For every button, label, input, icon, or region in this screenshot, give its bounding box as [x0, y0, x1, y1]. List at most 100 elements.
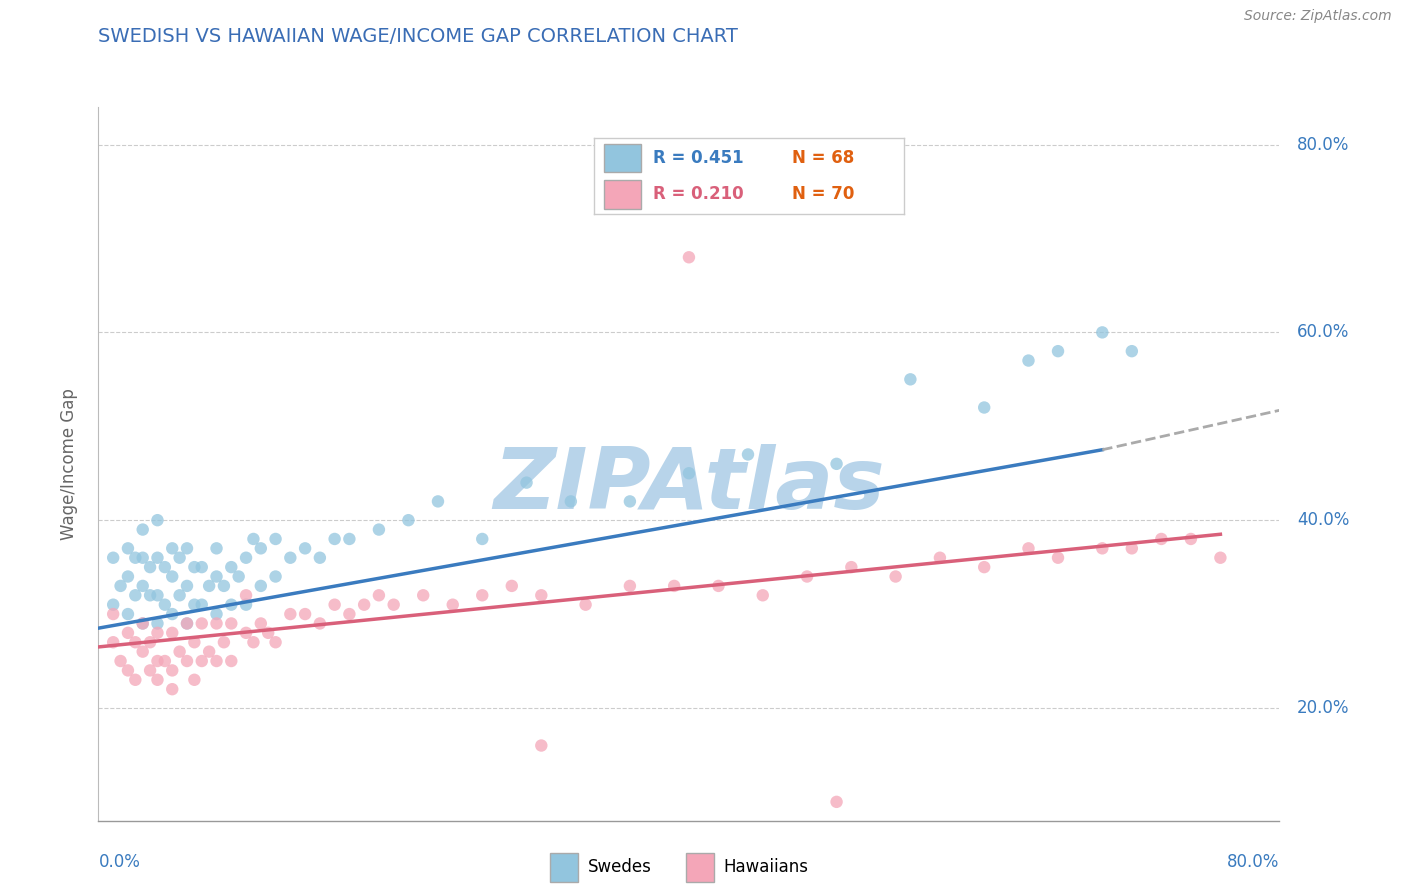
Point [471, 532, 494, 546]
Point [664, 579, 686, 593]
Point [183, 560, 205, 574]
Point [153, 560, 176, 574]
Point [1091, 541, 1114, 556]
Point [139, 588, 162, 602]
Point [176, 579, 198, 593]
Point [973, 401, 995, 415]
Point [117, 569, 139, 583]
Point [264, 532, 287, 546]
Point [198, 579, 221, 593]
Point [235, 550, 257, 565]
Point [205, 616, 228, 631]
Point [1121, 344, 1143, 359]
Point [176, 654, 198, 668]
Point [191, 654, 214, 668]
Text: N = 70: N = 70 [793, 186, 855, 203]
Point [132, 645, 155, 659]
Point [353, 598, 375, 612]
Point [264, 569, 287, 583]
Point [205, 607, 228, 621]
Point [139, 664, 162, 678]
Point [205, 541, 228, 556]
Point [501, 579, 523, 593]
Point [162, 664, 183, 678]
Point [382, 598, 405, 612]
Point [368, 523, 391, 537]
Point [212, 579, 235, 593]
Point [117, 607, 139, 621]
Point [139, 560, 162, 574]
Point [264, 635, 287, 649]
Text: 0.0%: 0.0% [98, 853, 141, 871]
Point [427, 494, 450, 508]
Text: Source: ZipAtlas.com: Source: ZipAtlas.com [1244, 9, 1392, 23]
Point [441, 598, 464, 612]
Point [278, 550, 302, 565]
Point [294, 607, 316, 621]
Point [515, 475, 537, 490]
Point [619, 579, 641, 593]
Point [242, 532, 264, 546]
Point [162, 607, 183, 621]
Point [205, 654, 228, 668]
Y-axis label: Wage/Income Gap: Wage/Income Gap [59, 388, 77, 540]
Point [124, 588, 146, 602]
Point [146, 588, 169, 602]
Text: Swedes: Swedes [588, 858, 651, 877]
Point [796, 569, 818, 583]
Point [169, 550, 191, 565]
Point [162, 569, 183, 583]
FancyBboxPatch shape [686, 854, 714, 881]
Point [294, 541, 316, 556]
Point [191, 598, 214, 612]
Text: ZIPAtlas: ZIPAtlas [494, 443, 884, 527]
Point [530, 739, 553, 753]
Point [337, 607, 360, 621]
Point [103, 635, 125, 649]
Point [132, 550, 155, 565]
Point [707, 579, 730, 593]
Point [191, 616, 214, 631]
Point [678, 250, 700, 264]
Point [124, 550, 146, 565]
FancyBboxPatch shape [603, 144, 641, 172]
Point [219, 598, 242, 612]
Point [176, 616, 198, 631]
Point [183, 635, 205, 649]
Point [1017, 541, 1039, 556]
Point [751, 588, 773, 602]
Point [825, 795, 848, 809]
Point [1121, 541, 1143, 556]
Point [250, 616, 273, 631]
Point [110, 579, 132, 593]
Text: Hawaiians: Hawaiians [724, 858, 808, 877]
Point [117, 664, 139, 678]
Point [1046, 550, 1069, 565]
Point [124, 673, 146, 687]
Point [337, 532, 360, 546]
Point [219, 654, 242, 668]
Point [278, 607, 302, 621]
Point [153, 654, 176, 668]
Point [153, 598, 176, 612]
Point [146, 550, 169, 565]
Text: 20.0%: 20.0% [1298, 699, 1350, 717]
Point [825, 457, 848, 471]
Point [1017, 353, 1039, 368]
Point [678, 467, 700, 481]
Text: 40.0%: 40.0% [1298, 511, 1350, 529]
Point [176, 616, 198, 631]
Point [176, 541, 198, 556]
Point [242, 635, 264, 649]
Point [162, 541, 183, 556]
Text: R = 0.210: R = 0.210 [654, 186, 744, 203]
Point [103, 550, 125, 565]
Point [235, 625, 257, 640]
Point [257, 625, 280, 640]
Point [132, 523, 155, 537]
Point [205, 569, 228, 583]
Point [219, 616, 242, 631]
Point [309, 616, 332, 631]
Point [162, 682, 183, 697]
Point [169, 588, 191, 602]
